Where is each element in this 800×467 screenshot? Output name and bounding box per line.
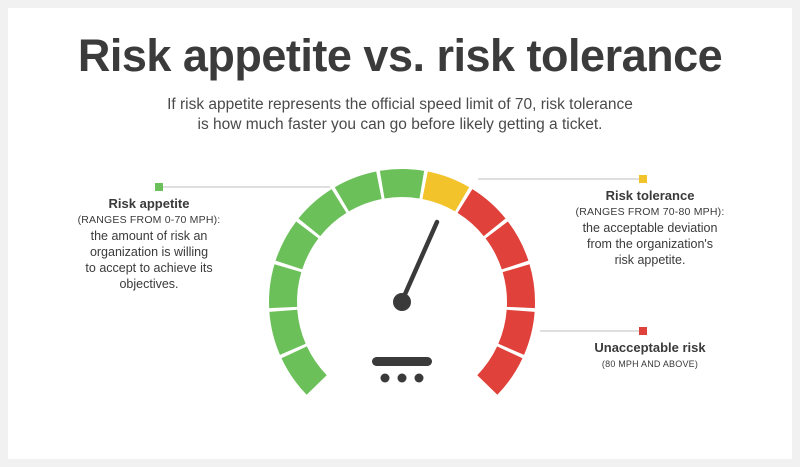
risk-tolerance-label: Risk tolerance (RANGES FROM 70-80 MPH): … xyxy=(560,188,740,268)
gauge-segment-red xyxy=(457,189,506,237)
gauge-segments xyxy=(269,169,535,395)
risk-tolerance-marker-icon xyxy=(639,175,647,183)
risk-appetite-desc-1: the amount of risk an xyxy=(90,229,208,243)
gauge-segment-green xyxy=(269,264,302,309)
unacceptable-risk-label: Unacceptable risk (80 MPH AND ABOVE) xyxy=(560,340,740,372)
speedometer-needle-icon xyxy=(393,219,440,311)
risk-appetite-desc-3: to accept to achieve its xyxy=(85,261,213,275)
leader-lines xyxy=(155,175,647,335)
unacceptable-risk-marker-icon xyxy=(639,327,647,335)
risk-appetite-range: (RANGES FROM 0-70 MPH): xyxy=(77,214,221,226)
risk-tolerance-heading: Risk tolerance xyxy=(605,188,695,203)
gauge-segment-red xyxy=(498,309,535,355)
gauge-segment-green xyxy=(269,309,306,355)
risk-appetite-desc-4: objectives. xyxy=(119,277,179,291)
risk-tolerance-desc-1: the acceptable deviation xyxy=(582,221,718,235)
speedometer-base-icon xyxy=(372,357,432,383)
gauge-segment-green xyxy=(281,346,327,395)
gauge-segment-red xyxy=(502,264,535,309)
risk-tolerance-range: (RANGES FROM 70-80 MPH): xyxy=(575,206,725,218)
gauge-segment-red xyxy=(485,221,529,270)
unacceptable-risk-heading: Unacceptable risk xyxy=(594,340,706,355)
unacceptable-risk-range: (80 MPH AND ABOVE) xyxy=(601,359,699,369)
gauge-segment-green xyxy=(379,169,425,199)
gauge-segment-green xyxy=(275,221,319,270)
gauge-segment-yellow xyxy=(422,171,470,212)
gauge-segment-red xyxy=(477,346,523,395)
subtitle: If risk appetite represents the official… xyxy=(0,95,800,135)
subtitle-line-1: If risk appetite represents the official… xyxy=(167,96,633,113)
risk-appetite-marker-icon xyxy=(155,183,163,191)
gauge-segment-green xyxy=(298,189,347,237)
page-title: Risk appetite vs. risk tolerance xyxy=(77,30,723,81)
risk-appetite-label: Risk appetite (RANGES FROM 0-70 MPH): th… xyxy=(60,196,238,292)
risk-appetite-heading: Risk appetite xyxy=(108,196,190,211)
gauge-segment-green xyxy=(334,171,382,212)
subtitle-line-2: is how much faster you can go before lik… xyxy=(197,116,603,133)
risk-appetite-desc-2: organization is willing xyxy=(89,245,209,259)
risk-tolerance-desc-3: risk appetite. xyxy=(614,253,686,267)
risk-tolerance-desc-2: from the organization's xyxy=(586,237,714,251)
infographic-card xyxy=(8,8,792,459)
